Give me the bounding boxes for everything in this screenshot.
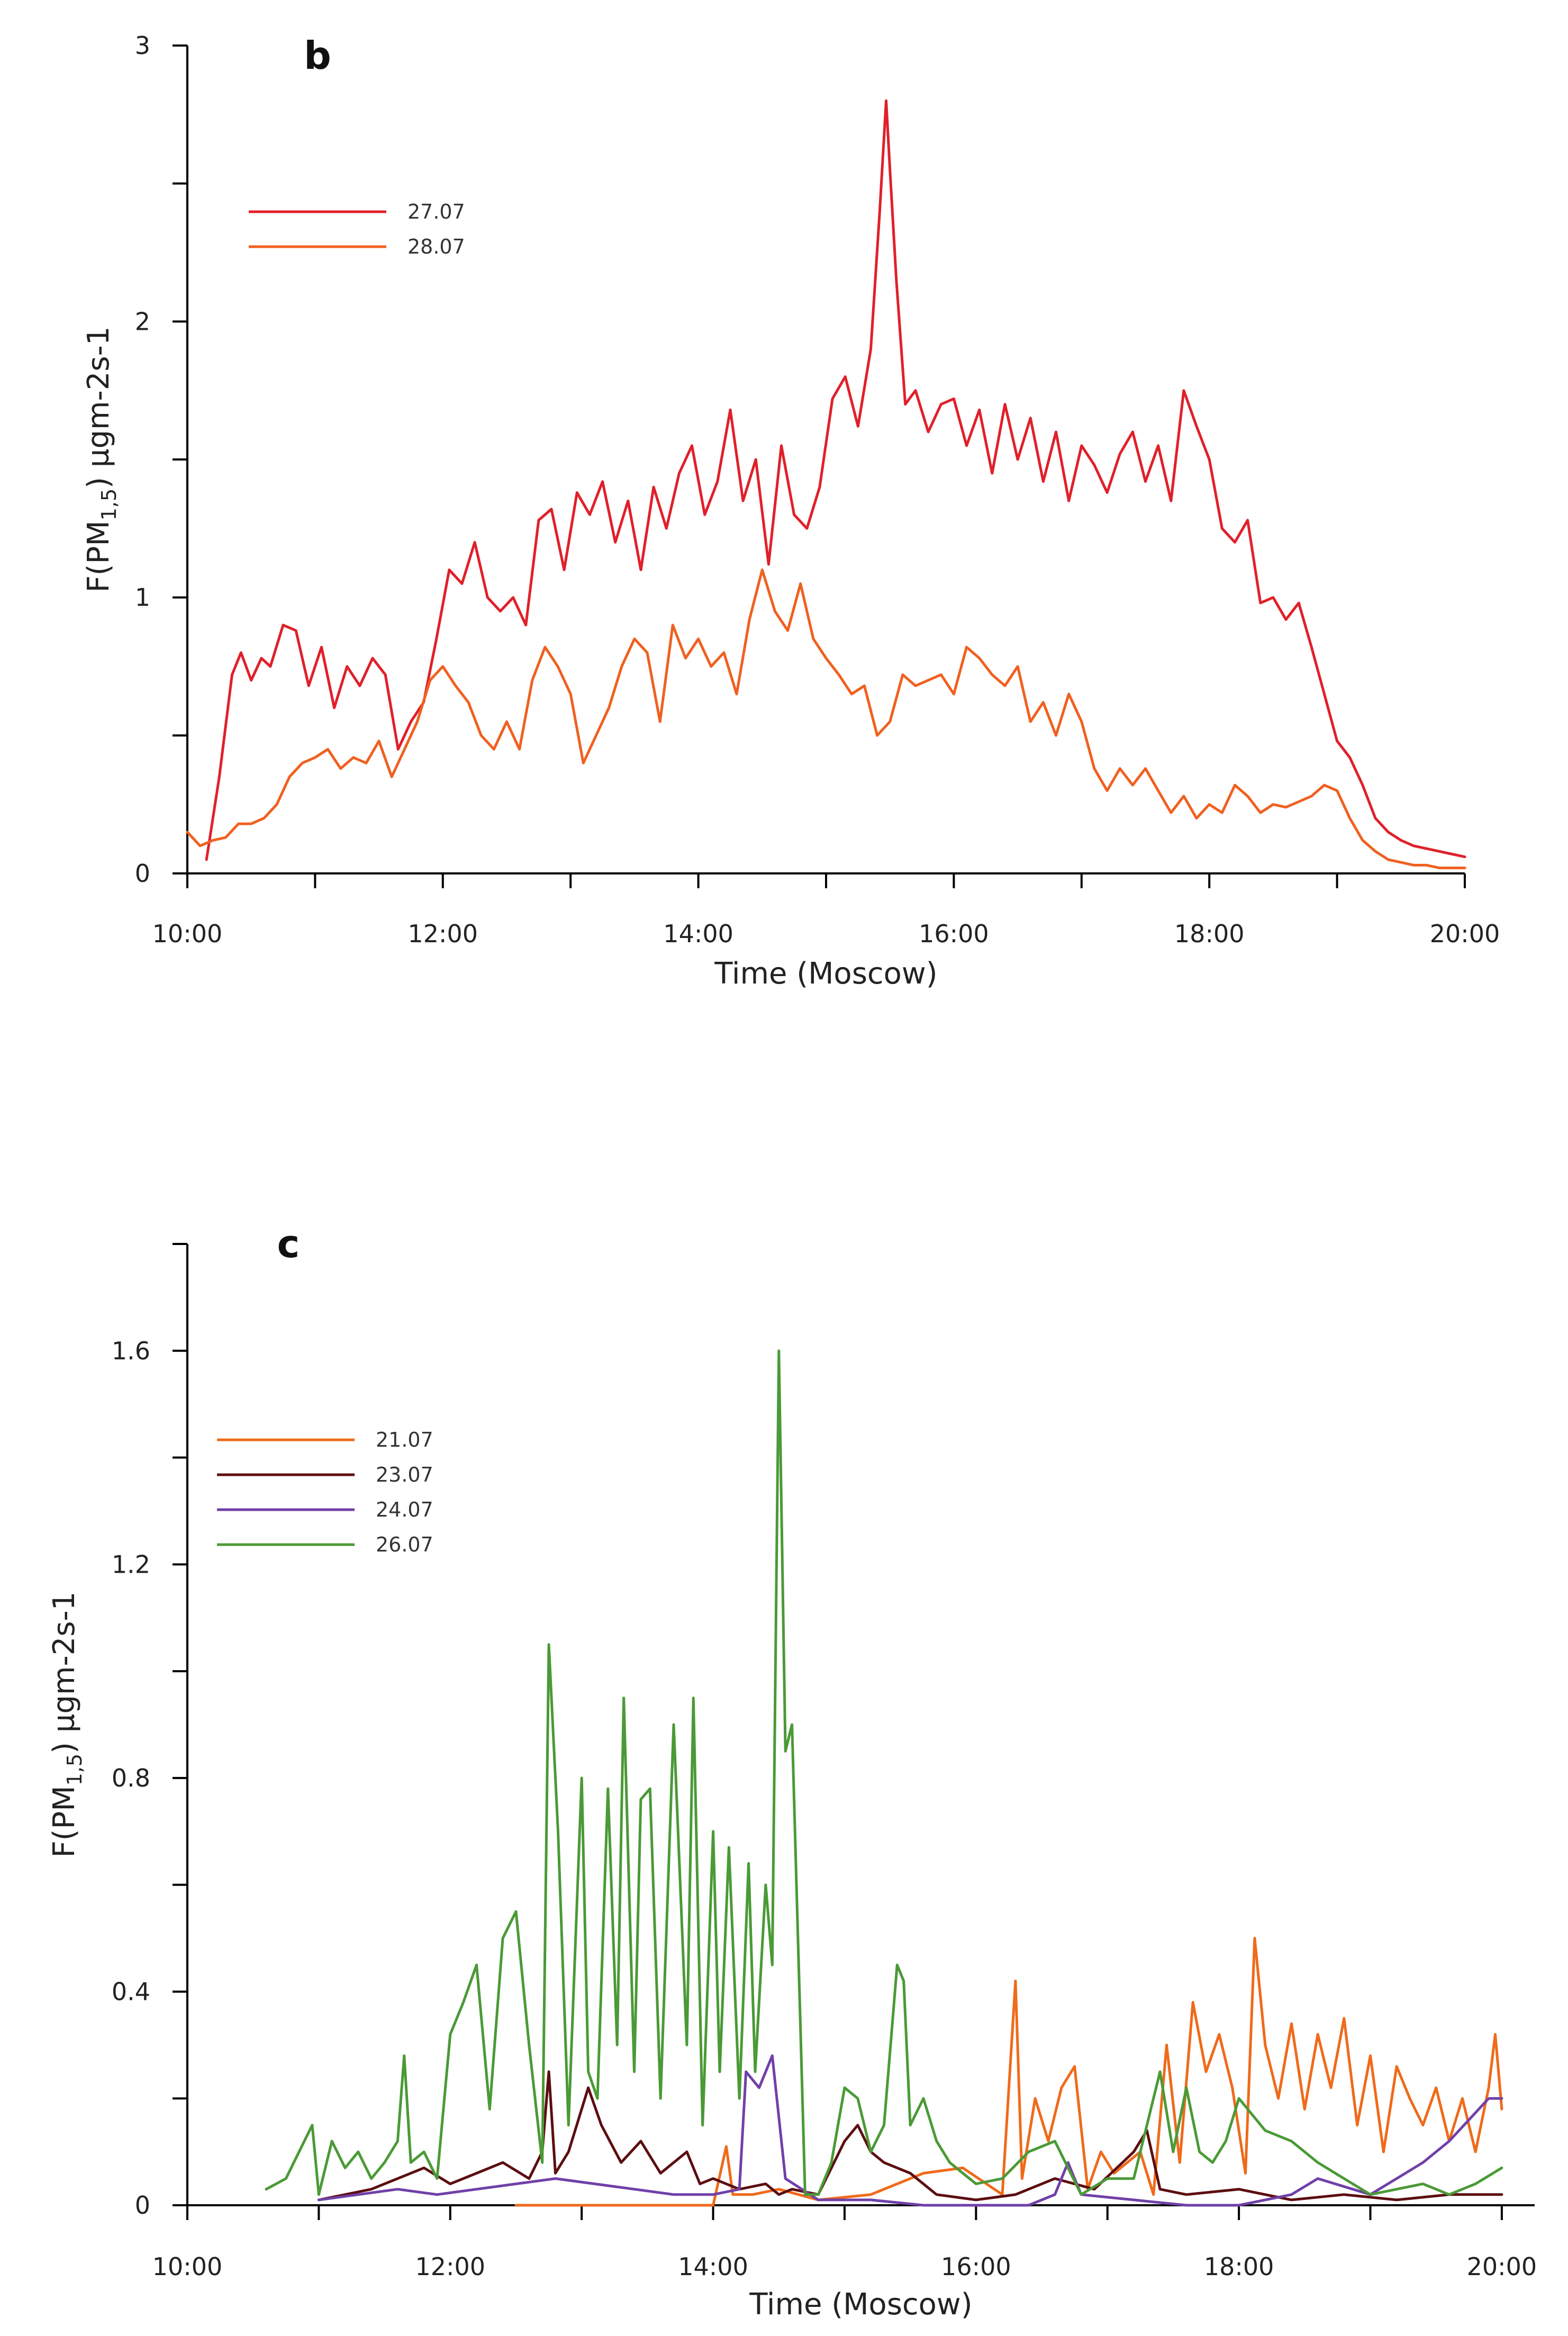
panel-label-c: c (277, 1222, 300, 1266)
y-tick-label-c: 0.8 (112, 1764, 150, 1792)
x-tick-label-b: 20:00 (1430, 919, 1500, 948)
x-tick-label-c: 16:00 (941, 2252, 1011, 2281)
series-line-c-26-07 (265, 1349, 1503, 2196)
x-axis-title-c: Time (Moscow) (749, 2287, 972, 2322)
y-tick-label-c: 1.2 (112, 1550, 150, 1579)
legend-label-c: 26.07 (376, 1533, 433, 1556)
x-tick-label-b: 16:00 (919, 919, 989, 948)
y-axis-title-b: F(PM1,5) µgm-2s-1 (81, 327, 121, 593)
series-line-c-23-07 (317, 2070, 1503, 2202)
chart-panel-b: 0 1 2 3 10:00 12:00 14:00 16:00 18:00 20:00 Time (… (81, 31, 1500, 991)
legend-label-c: 24.07 (376, 1498, 433, 1521)
y-tick-label-b: 0 (135, 859, 150, 888)
x-tick-label-b: 18:00 (1174, 919, 1245, 948)
x-tick-label-c: 12:00 (415, 2252, 485, 2281)
chart-panel-c: 0 0.4 0.8 1.2 1.6 10:00 12:00 14:00 16:00 18:00 20… (47, 1222, 1537, 2322)
x-tick-label-b: 12:00 (408, 919, 478, 948)
x-tick-label-c: 20:00 (1467, 2252, 1537, 2281)
x-tick-label-b: 10:00 (152, 919, 223, 948)
x-tick-label-b: 14:00 (663, 919, 733, 948)
series-line-c-21-07 (514, 1937, 1503, 2207)
y-tick-label-b: 3 (135, 31, 150, 60)
y-tick-label-c: 0 (135, 2191, 150, 2220)
y-tick-label-c: 1.6 (112, 1337, 150, 1365)
legend-label-c: 23.07 (376, 1463, 433, 1486)
x-axis-title-b: Time (Moscow) (714, 957, 937, 991)
x-tick-label-c: 18:00 (1204, 2252, 1274, 2281)
y-tick-label-b: 1 (135, 583, 150, 612)
series-line-b-28-07 (186, 569, 1466, 870)
panel-label-b: b (304, 33, 331, 78)
series-line-c-24-07 (317, 2054, 1503, 2207)
legend-label-b: 27.07 (407, 200, 465, 223)
series-line-b-27-07 (205, 99, 1466, 861)
y-tick-label-b: 2 (135, 307, 150, 336)
y-axis-title-c: F(PM1,5) µgm-2s-1 (47, 1592, 86, 1858)
y-tick-label-c: 0.4 (112, 1977, 150, 2006)
x-tick-label-c: 10:00 (152, 2252, 223, 2281)
legend-label-b: 28.07 (407, 235, 465, 258)
x-tick-label-c: 14:00 (678, 2252, 748, 2281)
legend-label-c: 21.07 (376, 1428, 433, 1451)
